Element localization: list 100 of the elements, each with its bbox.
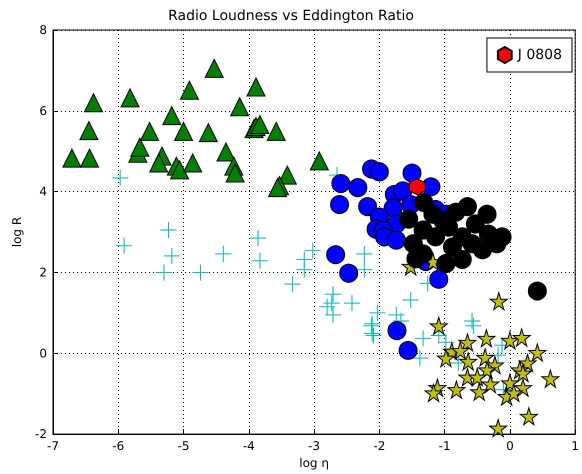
point [284, 276, 302, 293]
point [520, 407, 538, 426]
point [331, 174, 350, 194]
point [462, 234, 482, 254]
point [183, 153, 202, 172]
point [426, 227, 445, 246]
point [226, 164, 245, 183]
x-tick-label: 1 [571, 439, 580, 454]
point [174, 122, 194, 141]
point [310, 151, 329, 170]
point [408, 178, 426, 196]
chart-title: Radio Loudness vs Eddington Ratio [168, 8, 414, 24]
point [368, 304, 386, 322]
y-tick-label: 4 [39, 184, 47, 199]
point [411, 350, 428, 367]
point [62, 148, 82, 168]
point [170, 160, 190, 180]
point [180, 80, 199, 100]
point [468, 368, 486, 386]
point [398, 340, 418, 360]
point [326, 245, 346, 264]
point [512, 328, 531, 347]
point [436, 349, 455, 368]
point [324, 286, 342, 303]
x-tick-label: -7 [47, 439, 59, 454]
point [386, 230, 406, 250]
point [489, 419, 508, 438]
point [304, 242, 322, 260]
point [466, 214, 485, 234]
y-axis-title: log R [10, 216, 24, 248]
point [424, 384, 443, 402]
point [266, 122, 286, 141]
point [358, 197, 378, 216]
point [80, 148, 100, 168]
point [470, 382, 488, 401]
x-tick-label: -1 [438, 439, 451, 454]
point [528, 282, 547, 301]
x-axis-title: log η [299, 456, 329, 470]
point [514, 364, 532, 382]
x-tick-label: -6 [112, 439, 124, 454]
x-tick-label: -5 [178, 439, 190, 454]
x-tick-label: -4 [242, 439, 255, 454]
y-tick-label: 2 [39, 265, 47, 280]
point [356, 261, 373, 278]
point [230, 97, 250, 116]
point [155, 264, 172, 281]
point [514, 378, 532, 397]
point [160, 222, 178, 239]
point [246, 77, 266, 96]
point [436, 254, 456, 274]
point [528, 343, 546, 362]
point [296, 251, 313, 268]
point [458, 333, 476, 352]
point [192, 264, 210, 281]
point [79, 121, 98, 140]
point [130, 138, 150, 157]
point [478, 204, 497, 224]
point [120, 88, 140, 108]
point [214, 245, 232, 262]
point [430, 316, 448, 335]
point [116, 237, 133, 254]
point [447, 380, 466, 399]
point [464, 317, 482, 334]
point [399, 210, 418, 229]
point [464, 312, 481, 330]
point [429, 270, 448, 289]
point [149, 153, 168, 172]
point [477, 329, 496, 348]
point [84, 93, 103, 112]
x-tick-label: -2 [373, 439, 386, 454]
point [204, 58, 224, 78]
point [216, 142, 236, 162]
point [414, 330, 432, 347]
y-tick-label: 0 [39, 346, 47, 360]
point [348, 178, 368, 198]
point [402, 291, 420, 308]
point [198, 123, 218, 142]
x-tick-label: 0 [506, 439, 514, 454]
point [343, 294, 360, 312]
point [163, 247, 180, 264]
point [500, 331, 519, 350]
y-tick-label: 8 [39, 23, 47, 37]
point [402, 164, 422, 183]
point [356, 245, 373, 262]
x-tick-label: -3 [308, 439, 320, 454]
point [388, 321, 406, 340]
point [490, 292, 508, 310]
point [541, 370, 560, 388]
point [459, 352, 478, 370]
point [140, 122, 160, 141]
point [323, 294, 340, 312]
point [476, 348, 494, 366]
point [330, 195, 350, 214]
point [250, 115, 270, 134]
point [442, 238, 462, 256]
y-tick-label: -2 [35, 427, 47, 442]
point [162, 106, 182, 126]
point [458, 197, 477, 216]
y-tick-label: 6 [39, 104, 47, 118]
point [504, 384, 523, 402]
